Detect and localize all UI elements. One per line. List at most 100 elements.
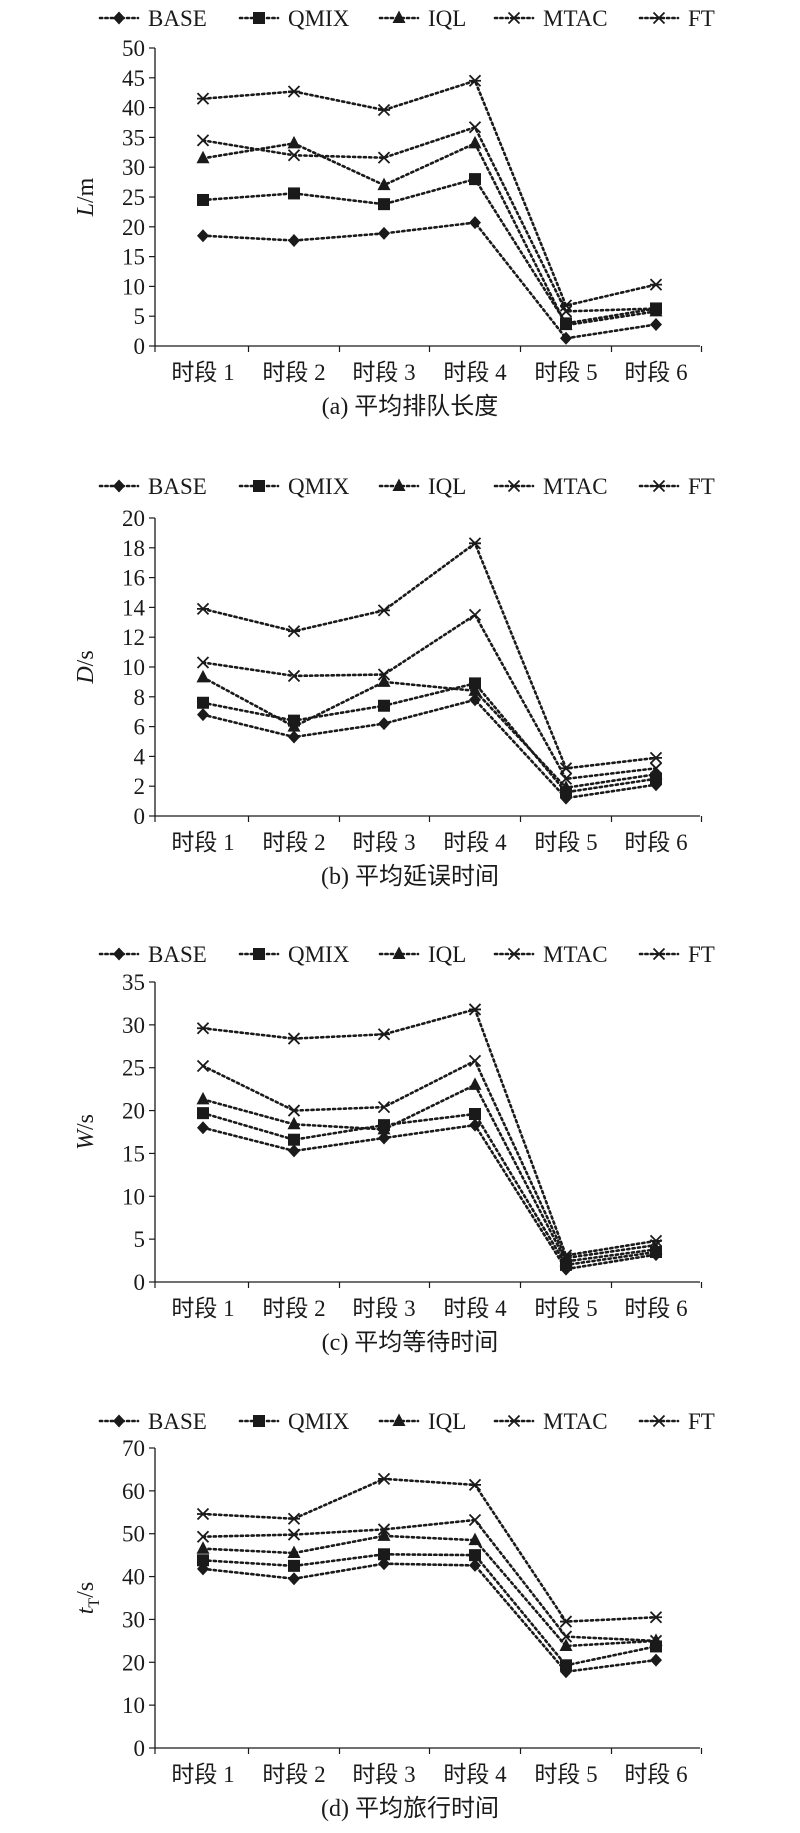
x-tick-label: 时段 6 xyxy=(624,360,687,385)
data-point-iql xyxy=(559,780,573,793)
series-line-iql xyxy=(201,141,658,327)
data-point-iql xyxy=(196,1541,210,1554)
series-line-iql xyxy=(201,1534,658,1648)
legend-marker-triangle xyxy=(392,946,406,959)
y-axis-title-subscript: T xyxy=(86,1598,103,1608)
data-point-iql xyxy=(287,135,301,149)
legend-item: MTAC xyxy=(493,1409,608,1434)
legend-marker-triangle xyxy=(392,10,406,23)
data-point-iql xyxy=(468,1532,482,1546)
series-qmix xyxy=(197,173,662,330)
legend-marker-triangle xyxy=(392,1413,406,1426)
data-point-iql xyxy=(559,317,573,331)
y-tick-label: 6 xyxy=(134,715,146,740)
data-point-ft xyxy=(196,602,210,616)
series-line-ft xyxy=(201,79,658,308)
y-tick-label: 20 xyxy=(122,506,145,531)
y-axis-title-unit: /m xyxy=(73,177,99,203)
series-ft xyxy=(196,1003,663,1262)
data-point-qmix xyxy=(197,1107,209,1120)
data-point-iql xyxy=(468,1077,482,1090)
data-point-mtac xyxy=(468,1513,482,1527)
data-point-ft xyxy=(468,1003,482,1016)
data-point-ft xyxy=(649,751,663,765)
y-tick-label: 12 xyxy=(122,625,145,650)
y-tick-label: 35 xyxy=(122,970,145,995)
data-point-base xyxy=(378,1557,390,1571)
data-point-mtac xyxy=(377,1101,391,1114)
y-tick-label: 30 xyxy=(122,1607,145,1632)
data-point-mtac xyxy=(287,149,301,162)
x-tick-label: 时段 2 xyxy=(262,1762,325,1787)
panel-caption: (d) 平均旅行时间 xyxy=(321,1795,499,1822)
data-point-iql xyxy=(649,303,663,317)
legend: BASE QMIX IQL MTAC FT xyxy=(98,474,715,499)
x-tick-label: 时段 4 xyxy=(443,830,507,855)
y-tick-label: 4 xyxy=(134,744,146,769)
data-point-base xyxy=(288,730,300,744)
data-point-ft xyxy=(287,625,301,638)
legend-marker-diamond xyxy=(113,11,125,25)
x-tick-label: 时段 1 xyxy=(171,830,234,855)
data-point-base xyxy=(469,1118,481,1132)
data-point-iql xyxy=(377,177,391,191)
x-tick-label: 时段 1 xyxy=(171,360,234,385)
x-tick-label: 时段 2 xyxy=(262,1296,325,1321)
data-point-mtac xyxy=(287,669,301,683)
data-point-ft xyxy=(377,604,391,617)
data-point-ft xyxy=(468,1478,482,1491)
data-point-base xyxy=(378,226,390,240)
y-tick-label: 60 xyxy=(122,1479,145,1504)
series-line-qmix xyxy=(201,1552,658,1667)
legend-item: BASE xyxy=(98,942,207,967)
data-point-qmix xyxy=(469,1108,481,1120)
data-point-ft xyxy=(468,537,482,550)
y-tick-label: 14 xyxy=(122,595,146,620)
data-point-base xyxy=(197,1121,209,1135)
data-point-ft xyxy=(196,1507,210,1521)
x-tick-label: 时段 2 xyxy=(262,360,325,385)
data-point-qmix xyxy=(469,1549,481,1562)
data-point-iql xyxy=(559,1253,573,1267)
legend-item: FT xyxy=(638,474,715,499)
y-tick-label: 18 xyxy=(122,536,145,561)
series-base xyxy=(197,216,662,345)
series-mtac xyxy=(196,608,663,785)
series-ft xyxy=(196,74,663,312)
legend-item: MTAC xyxy=(493,6,608,31)
y-tick-label: 0 xyxy=(134,334,146,359)
data-point-mtac xyxy=(559,305,573,318)
series-iql xyxy=(196,669,663,793)
legend-marker-square xyxy=(253,1415,265,1427)
series-qmix xyxy=(197,1107,662,1271)
y-tick-label: 40 xyxy=(122,96,145,121)
series-line-mtac xyxy=(201,1518,658,1643)
data-point-qmix xyxy=(560,1659,572,1672)
legend: BASE QMIX IQL MTAC FT xyxy=(98,6,715,31)
x-tick-label: 时段 6 xyxy=(624,830,687,855)
legend-marker-x xyxy=(507,947,521,961)
series-ft xyxy=(196,537,663,775)
legend-label: FT xyxy=(688,474,715,499)
x-tick-label: 时段 4 xyxy=(443,1762,507,1787)
legend: BASE QMIX IQL MTAC FT xyxy=(98,1409,715,1434)
axes: 0 10 20 30 40 50 60 70 时段 1 时段 2 时段 3 时段 4 时段 5 时段 6 t… xyxy=(73,1436,703,1787)
data-point-ft xyxy=(287,85,301,98)
legend-item: BASE xyxy=(98,6,207,31)
legend-item: MTAC xyxy=(493,942,608,967)
y-axis-title: tT/s xyxy=(73,1582,103,1614)
data-point-mtac xyxy=(559,1630,573,1643)
data-point-mtac xyxy=(196,134,210,147)
x-tick-label: 时段 6 xyxy=(624,1296,687,1321)
legend-label: QMIX xyxy=(288,474,350,499)
y-tick-label: 25 xyxy=(122,185,145,210)
x-tick-label: 时段 3 xyxy=(352,1762,415,1787)
data-point-iql xyxy=(287,1116,301,1130)
legend-marker-x xyxy=(507,1414,521,1428)
data-point-qmix xyxy=(378,1548,390,1561)
x-tick-label: 时段 3 xyxy=(352,830,415,855)
legend-label: QMIX xyxy=(288,942,350,967)
data-point-iql xyxy=(287,719,301,732)
y-axis-title-unit: /s xyxy=(73,1114,99,1130)
